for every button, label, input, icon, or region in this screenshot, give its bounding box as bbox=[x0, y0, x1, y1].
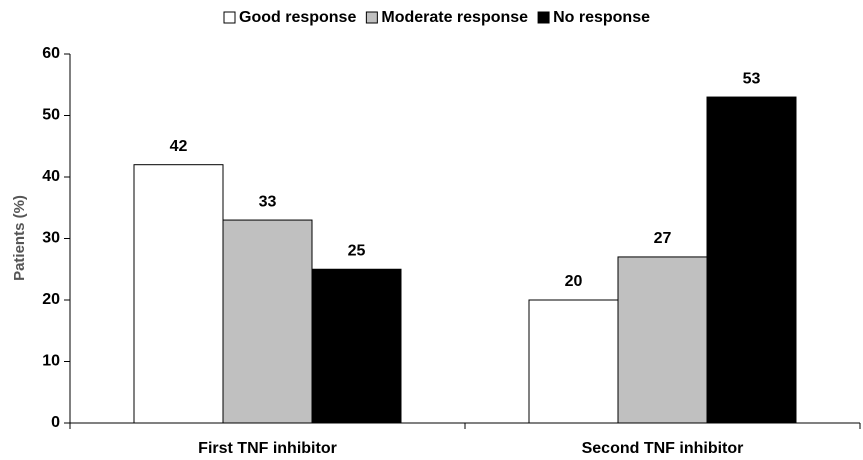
legend-label: No response bbox=[553, 9, 650, 26]
x-tick-label: First TNF inhibitor bbox=[198, 440, 337, 457]
legend-swatch bbox=[365, 11, 378, 24]
y-tick-label: 20 bbox=[42, 291, 60, 308]
legend-swatch bbox=[223, 11, 236, 24]
bar bbox=[222, 219, 313, 424]
data-label: 42 bbox=[170, 138, 188, 155]
x-tick-label: Second TNF inhibitor bbox=[582, 440, 744, 457]
bar bbox=[706, 96, 797, 424]
y-tick-label: 40 bbox=[42, 168, 60, 185]
y-axis-label: Patients (%) bbox=[11, 195, 28, 281]
bar bbox=[133, 164, 224, 424]
legend-swatch bbox=[537, 11, 550, 24]
bar bbox=[528, 299, 619, 424]
legend-label: Moderate response bbox=[381, 9, 528, 26]
y-tick-label: 50 bbox=[42, 107, 60, 124]
data-label: 33 bbox=[259, 193, 277, 210]
y-tick-label: 10 bbox=[42, 353, 60, 370]
bar bbox=[617, 256, 708, 424]
y-tick-label: 60 bbox=[42, 45, 60, 62]
data-label: 25 bbox=[348, 242, 366, 259]
y-tick-label: 0 bbox=[51, 414, 60, 431]
bar bbox=[311, 268, 402, 424]
y-tick-label: 30 bbox=[42, 230, 60, 247]
data-label: 53 bbox=[743, 70, 761, 87]
legend-label: Good response bbox=[239, 9, 356, 26]
data-label: 20 bbox=[565, 273, 583, 290]
data-label: 27 bbox=[654, 230, 672, 247]
